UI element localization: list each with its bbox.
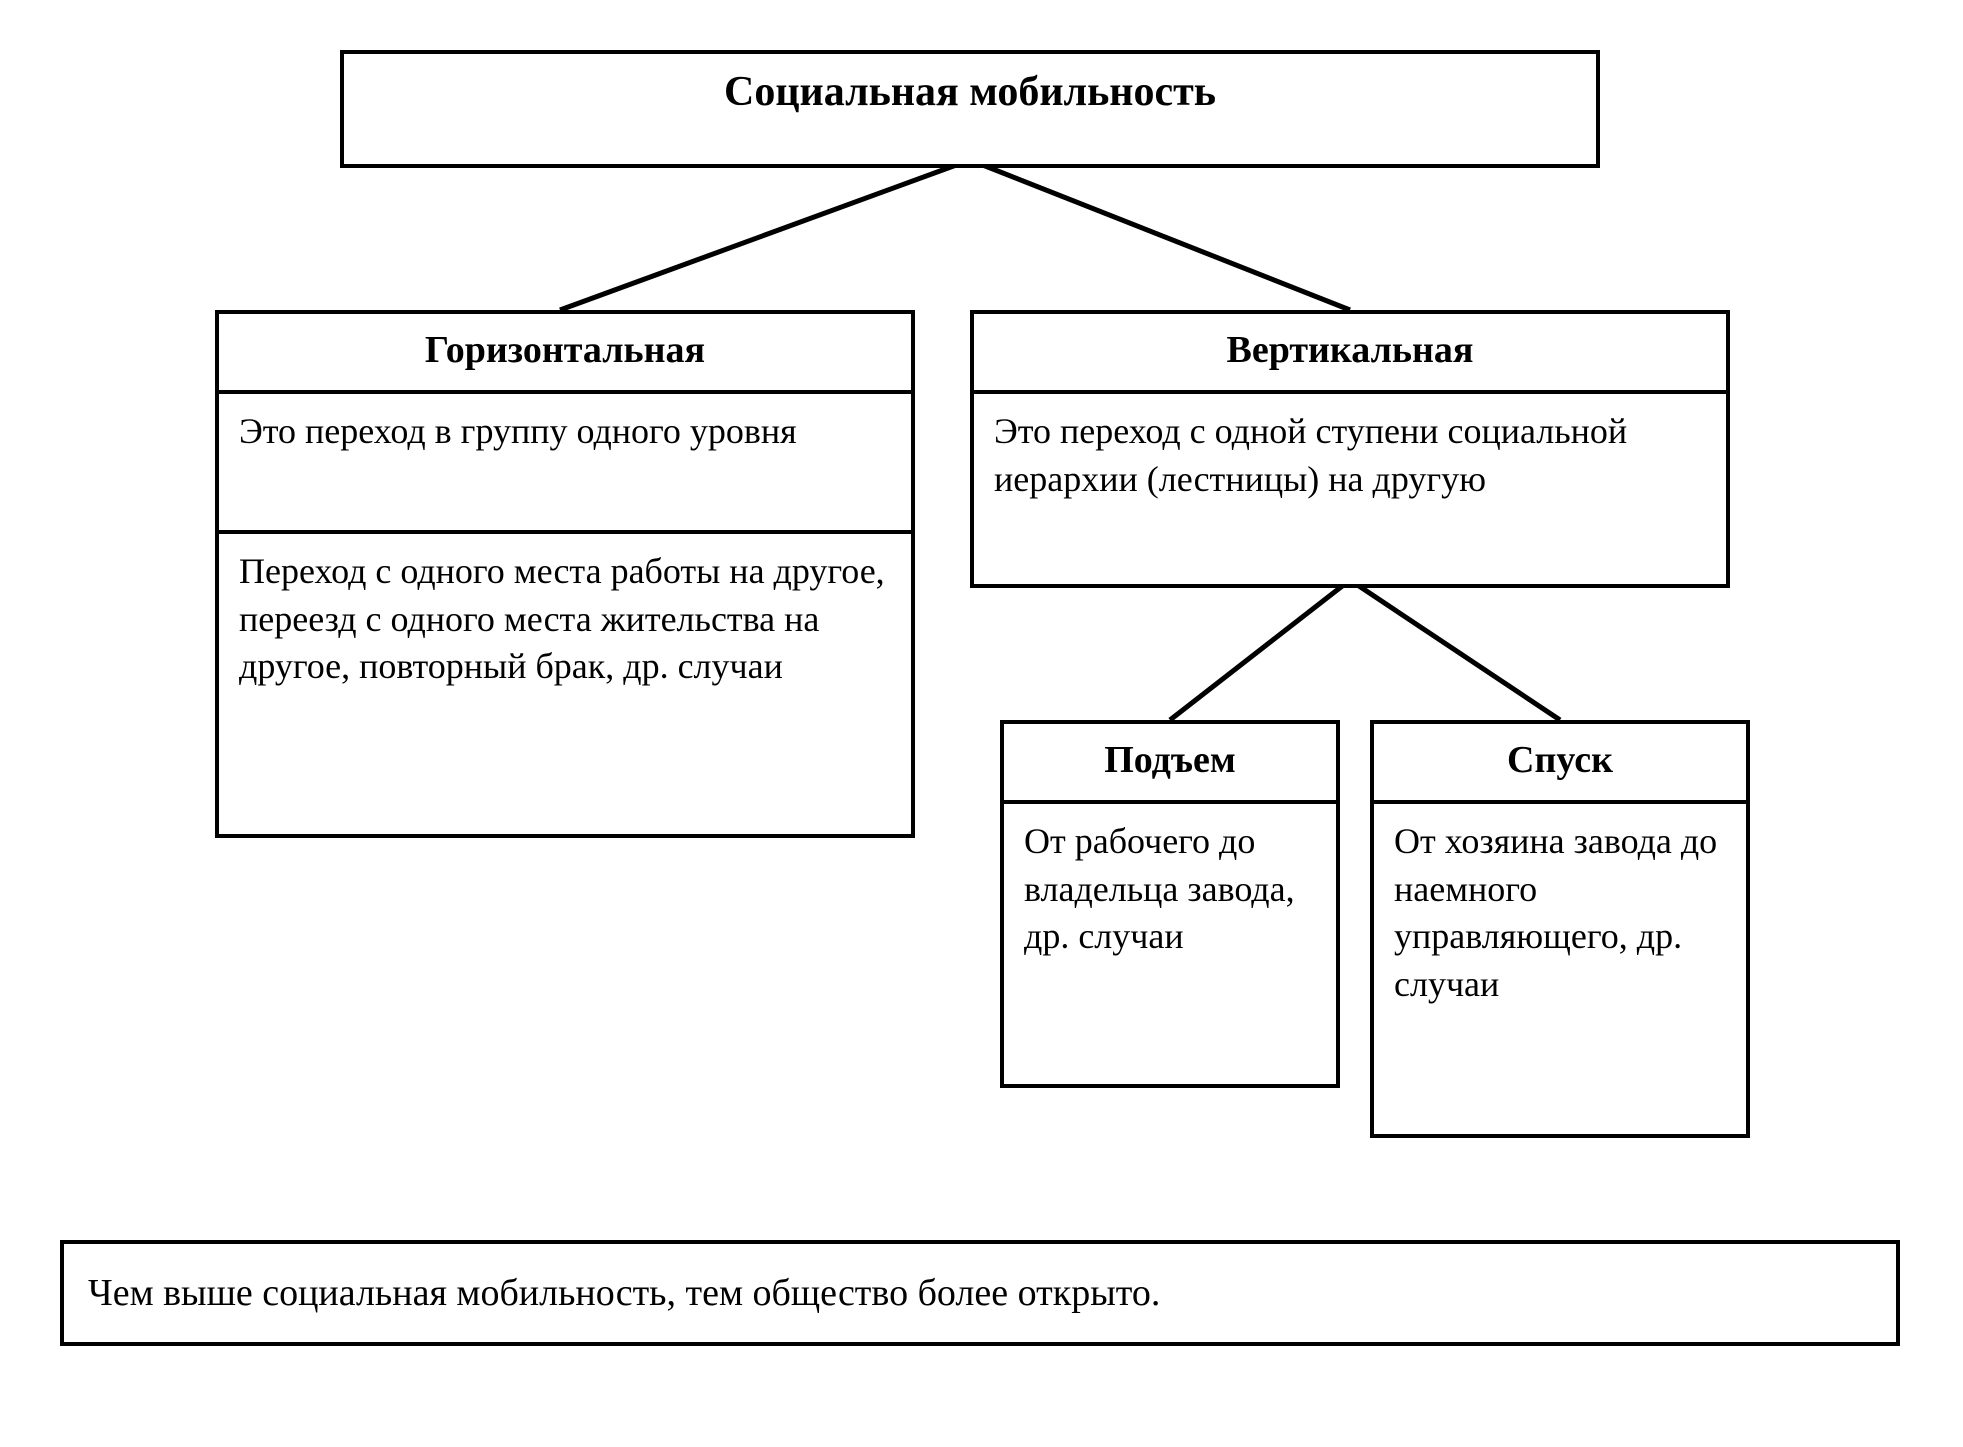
horizontal-row-1: Переход с одного места работы на другое,… xyxy=(219,534,911,834)
edge-vert-down xyxy=(1350,580,1560,720)
vertical-node: Вертикальная Это переход с одной ступени… xyxy=(970,310,1730,588)
diagram-canvas: Социальная мобильность Горизонтальная Эт… xyxy=(0,0,1963,1447)
vertical-title: Вертикальная xyxy=(974,314,1726,394)
vertical-row-0: Это переход с одной ступени социальной и… xyxy=(974,394,1726,584)
horizontal-title: Горизонтальная xyxy=(219,314,911,394)
horizontal-row-0: Это переход в группу одного уровня xyxy=(219,394,911,534)
root-title: Социальная мобильность xyxy=(344,54,1596,164)
descent-title: Спуск xyxy=(1374,724,1746,804)
edge-root-vert xyxy=(970,160,1350,310)
ascent-title: Подъем xyxy=(1004,724,1336,804)
horizontal-node: Горизонтальная Это переход в группу одно… xyxy=(215,310,915,838)
edge-vert-up xyxy=(1170,580,1350,720)
root-node: Социальная мобильность xyxy=(340,50,1600,168)
descent-row-0: От хозяина завода до наемного управляюще… xyxy=(1374,804,1746,1134)
descent-node: Спуск От хозяина завода до наемного упра… xyxy=(1370,720,1750,1138)
edge-root-horiz xyxy=(560,160,970,310)
footer-note: Чем выше социальная мобильность, тем общ… xyxy=(60,1240,1900,1346)
ascent-row-0: От рабочего до владельца завода, др. слу… xyxy=(1004,804,1336,1084)
ascent-node: Подъем От рабочего до владельца завода, … xyxy=(1000,720,1340,1088)
footer-text: Чем выше социальная мобильность, тем общ… xyxy=(64,1244,1896,1342)
